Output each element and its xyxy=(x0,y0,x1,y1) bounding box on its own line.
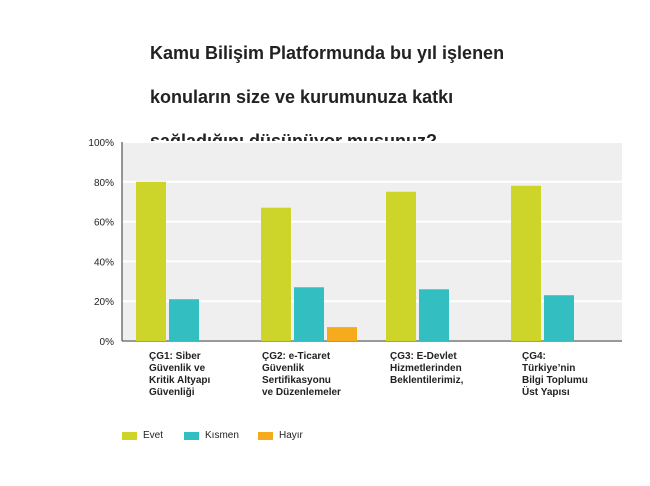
y-tick-label: 100% xyxy=(88,138,114,149)
y-tick-label: 20% xyxy=(94,297,114,308)
legend-label-hayir: Hayır xyxy=(279,430,303,441)
bar-hayr-cat2 xyxy=(327,327,357,341)
bar-ksmen-cat3 xyxy=(419,289,449,341)
y-tick-label: 0% xyxy=(100,337,115,348)
bar-evet-cat1 xyxy=(136,181,166,341)
y-tick-label: 40% xyxy=(94,257,114,268)
bar-evet-cat4 xyxy=(511,185,541,341)
bar-ksmen-cat1 xyxy=(169,299,199,341)
legend-item-kismen: Kısmen xyxy=(184,430,239,441)
category-label-cg1: ÇG1: Siber Güvenlik ve Kritik Altyapı Gü… xyxy=(149,351,211,398)
legend-label-evet: Evet xyxy=(143,430,164,441)
category-label-cg4: ÇG4: Türkiye’nin Bilgi Toplumu Üst Yapıs… xyxy=(522,351,588,398)
bar-ksmen-cat4 xyxy=(544,295,574,341)
legend-swatch-evet xyxy=(122,431,137,440)
chart-title-line-1: Kamu Bilişim Platformunda bu yıl işlenen xyxy=(150,43,505,63)
legend-label-kismen: Kısmen xyxy=(205,430,239,441)
legend-item-evet: Evet xyxy=(122,430,163,441)
legend-item-hayir: Hayır xyxy=(258,430,303,441)
bar-evet-cat2 xyxy=(261,207,291,341)
legend-swatch-kismen xyxy=(184,431,199,440)
chart-title-line-2: konuların size ve kurumunuza katkı xyxy=(150,87,454,107)
category-label-cg3: ÇG3: E-Devlet Hizmetlerinden Beklentiler… xyxy=(390,351,464,386)
bar-evet-cat3 xyxy=(386,191,416,341)
y-tick-label: 80% xyxy=(94,178,114,189)
category-label-cg2: ÇG2: e-Ticaret Güvenlik Sertifikasyonu v… xyxy=(262,351,341,398)
legend-swatch-hayir xyxy=(258,431,273,440)
bar-ksmen-cat2 xyxy=(294,287,324,341)
y-tick-label: 60% xyxy=(94,218,114,229)
